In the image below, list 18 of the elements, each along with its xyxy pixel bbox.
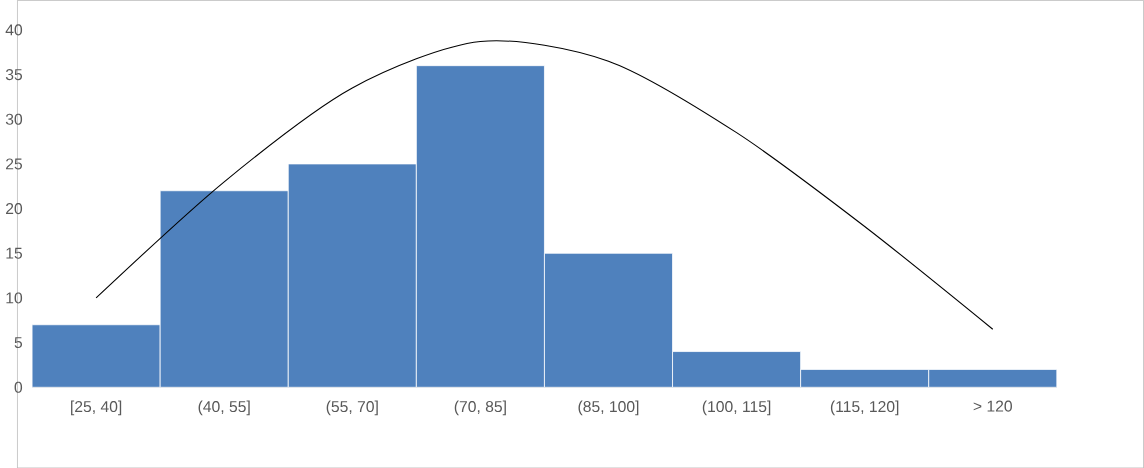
- y-tick-label: 10: [6, 292, 23, 304]
- x-tick-label: (85, 100]: [578, 400, 639, 416]
- x-tick-label: (70, 85]: [454, 400, 506, 416]
- x-tick-label: (100, 115]: [702, 400, 771, 416]
- y-tick-label: 5: [14, 336, 23, 348]
- x-tick-label: > 120: [973, 400, 1012, 412]
- x-tick-label: (40, 55]: [198, 400, 250, 416]
- y-tick-label: 25: [6, 158, 23, 170]
- y-tick-label: 0: [14, 381, 23, 393]
- y-tick-label: 30: [5, 113, 23, 125]
- x-tick-label: (115, 120]: [830, 400, 899, 416]
- y-tick-label: 35: [5, 68, 23, 80]
- x-tick-label: (55, 70]: [326, 400, 378, 416]
- line-series: [95, 40, 994, 330]
- y-tick-label: 20: [6, 202, 23, 214]
- x-tick-label: [25, 40]: [71, 400, 122, 416]
- y-tick-label: 15: [6, 247, 23, 259]
- y-tick-label: 40: [5, 24, 23, 36]
